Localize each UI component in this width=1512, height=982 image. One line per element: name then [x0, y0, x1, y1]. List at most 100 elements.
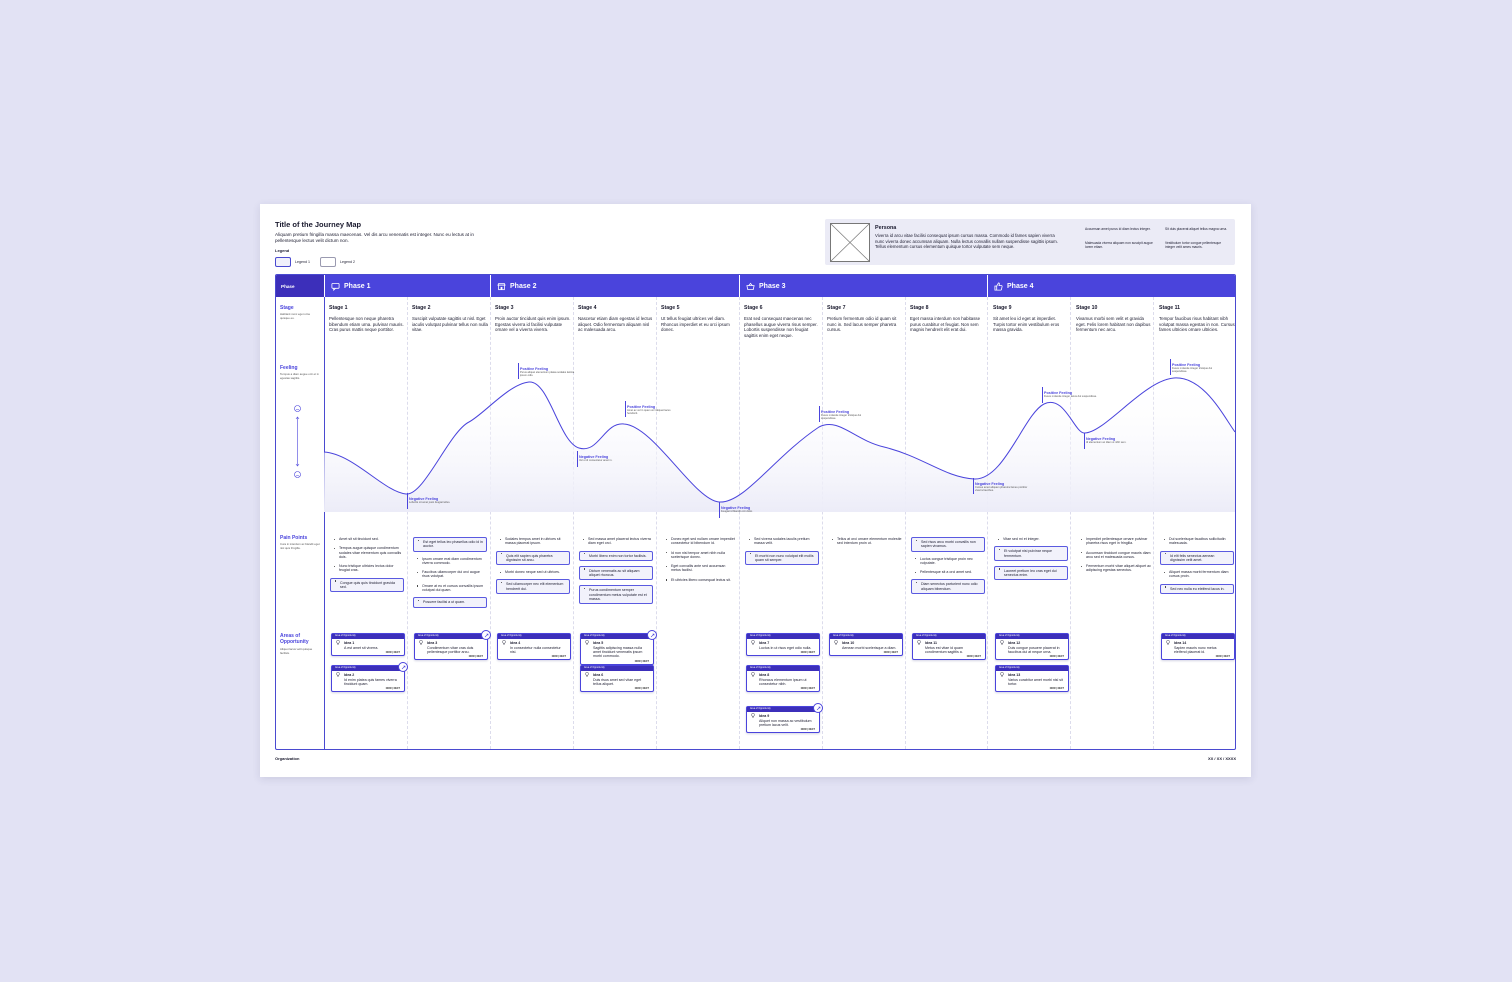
next-tag[interactable]: NEXT	[1223, 655, 1230, 659]
organization-label: Organization	[275, 756, 300, 761]
now-tag[interactable]: NOW	[385, 687, 392, 691]
next-tag[interactable]: NEXT	[642, 659, 649, 663]
pain-point: Sed massa amet placerat lectus viverra d…	[579, 537, 653, 546]
pain-point: Sed ullamcorper nec elit elementum hendr…	[496, 579, 570, 595]
pain-point: Diam senectus parturient nunc odio aliqu…	[911, 579, 985, 595]
idea-card[interactable]: Area of Opportunity Idea 13 Varius curabit…	[995, 665, 1069, 693]
idea-description: Aliquet non massa ac vestibulum pretium …	[759, 718, 812, 728]
pain-point: Accumsan tincidunt congue mauris diam ar…	[1077, 551, 1151, 560]
stage-name: Stage 8	[910, 305, 929, 311]
next-tag[interactable]: NEXT	[642, 687, 649, 691]
next-tag[interactable]: NEXT	[393, 687, 400, 691]
column-divider	[739, 297, 740, 749]
idea-card[interactable]: Area of Opportunity Idea 9 Aliquet non mas…	[746, 703, 823, 734]
now-tag[interactable]: NOW	[1049, 687, 1056, 691]
next-tag[interactable]: NEXT	[974, 655, 981, 659]
idea-card[interactable]: Area of Opportunity Idea 11 Metus est vita…	[912, 633, 986, 661]
phase-name: Phase 3	[759, 282, 786, 290]
now-tag[interactable]: NOW	[966, 655, 973, 659]
next-tag[interactable]: NEXT	[808, 728, 815, 732]
pain-points-cell: Tellus at orci ornare elementum molestie…	[828, 537, 902, 551]
now-tag[interactable]: NOW	[1049, 655, 1056, 659]
persona-bullet: Malesuada viverra aliquam non suscipit a…	[1085, 241, 1153, 250]
areas-row-desc: Aliquet lacus velit quisque facilisis.	[280, 647, 313, 655]
now-tag[interactable]: NOW	[551, 655, 558, 659]
idea-card[interactable]: Area of Opportunity Idea 8 Rhoncus element…	[746, 665, 820, 693]
feeling-desc: Vel ut id consectetur amet in.	[579, 459, 613, 462]
next-tag[interactable]: NEXT	[1057, 687, 1064, 691]
idea-title: Idea 14	[1162, 639, 1234, 645]
link-icon[interactable]	[647, 630, 657, 640]
next-tag[interactable]: NEXT	[393, 651, 400, 655]
idea-description: A est amet sit viverra.	[344, 645, 379, 650]
now-tag[interactable]: NOW	[468, 655, 475, 659]
feeling-desc: Lobortis sit amet justo feugiat tellus.	[409, 501, 451, 504]
idea-card[interactable]: Area of Opportunity Idea 12 Duis congue po…	[995, 633, 1069, 661]
feeling-scale	[293, 404, 302, 479]
idea-timing: NOW | NEXT	[332, 650, 404, 655]
pain-points-cell: Sed viverra sodales iaculis pretium mass…	[745, 537, 819, 570]
idea-timing: NOW | NEXT	[1162, 654, 1234, 659]
idea-name: Idea 10	[842, 640, 855, 645]
now-tag[interactable]: NOW	[800, 651, 807, 655]
idea-timing: NOW | NEXT	[581, 686, 653, 691]
now-tag[interactable]: NOW	[634, 659, 641, 663]
legend-label: Legend 2	[340, 260, 355, 264]
idea-title: Idea 13	[996, 671, 1068, 677]
persona-image-placeholder	[830, 223, 870, 262]
feeling-title: Negative Feeling	[579, 455, 609, 459]
stage-description: Erat sed consequat maecenas nec phasellu…	[744, 316, 818, 338]
column-divider	[1153, 297, 1154, 749]
feeling-area	[324, 377, 1235, 512]
phase-name: Phase 1	[344, 282, 371, 290]
pain-point: Aliquet massa morbi fermentum diam cursu…	[1160, 570, 1234, 579]
feeling-title: Positive Feeling	[821, 410, 850, 414]
idea-card[interactable]: Area of Opportunity Idea 10 Aenean morbi s…	[829, 633, 903, 657]
now-tag[interactable]: NOW	[800, 687, 807, 691]
legend-swatch-plain	[320, 257, 336, 267]
idea-card[interactable]: Area of Opportunity Idea 2 Id enim platea …	[331, 662, 408, 693]
link-icon[interactable]	[398, 662, 408, 672]
now-tag[interactable]: NOW	[634, 687, 641, 691]
feeling-title: Positive Feeling	[1044, 391, 1073, 395]
feeling-title: Negative Feeling	[1086, 437, 1116, 441]
pain-point: Donec eget sed nullam ornare imperdiet c…	[662, 537, 736, 546]
pain-points-cell: Vitae sed mi et integer. Et volutpat nisi…	[994, 537, 1068, 585]
next-tag[interactable]: NEXT	[808, 651, 815, 655]
now-tag[interactable]: NOW	[385, 651, 392, 655]
now-tag[interactable]: NOW	[883, 651, 890, 655]
feeling-line	[323, 377, 1235, 503]
idea-card[interactable]: Area of Opportunity Idea 5 Sagittis adipis…	[580, 630, 657, 665]
idea-description: Id enim platea quis fames viverra tincid…	[344, 677, 397, 687]
link-icon[interactable]	[481, 630, 491, 640]
idea-timing: NOW | NEXT	[747, 727, 819, 732]
pain-point: Dui scelerisque faucibus sollicitudin ma…	[1160, 537, 1234, 546]
idea-card[interactable]: Area of Opportunity Idea 4 In consectetur …	[497, 633, 571, 661]
now-tag[interactable]: NOW	[800, 728, 807, 732]
idea-card-header: Area of Opportunity	[415, 634, 487, 639]
next-tag[interactable]: NEXT	[1057, 655, 1064, 659]
idea-card[interactable]: Area of Opportunity Idea 6 Duis risus amet…	[580, 665, 654, 693]
feeling-title: Negative Feeling	[975, 482, 1005, 486]
idea-card[interactable]: Area of Opportunity Idea 7 Luctus in ut ri…	[746, 633, 820, 657]
idea-card[interactable]: Area of Opportunity Idea 14 Sapien mauris …	[1161, 633, 1235, 661]
pain-point: Et ultricies libero consequat lectus sit…	[662, 578, 736, 582]
next-tag[interactable]: NEXT	[808, 687, 815, 691]
next-tag[interactable]: NEXT	[476, 655, 483, 659]
link-icon[interactable]	[813, 703, 823, 713]
feeling-marker	[719, 502, 720, 518]
feeling-marker	[625, 401, 626, 417]
lightbulb-icon	[751, 672, 755, 677]
idea-card[interactable]: Area of Opportunity Idea 3 Condimentum vit…	[414, 630, 491, 661]
now-tag[interactable]: NOW	[1215, 655, 1222, 659]
stage-description: Vivamus morbi sem velit et gravida eget.…	[1076, 316, 1151, 333]
column-divider	[573, 297, 574, 749]
next-tag[interactable]: NEXT	[891, 651, 898, 655]
idea-title: Idea 1	[332, 639, 404, 645]
idea-timing: NOW | NEXT	[332, 686, 404, 691]
idea-card-header: Area of Opportunity	[747, 634, 819, 639]
phase-name: Phase 2	[510, 282, 537, 290]
next-tag[interactable]: NEXT	[559, 655, 566, 659]
pain-point: Purus condimentum semper condimentum met…	[579, 585, 653, 605]
